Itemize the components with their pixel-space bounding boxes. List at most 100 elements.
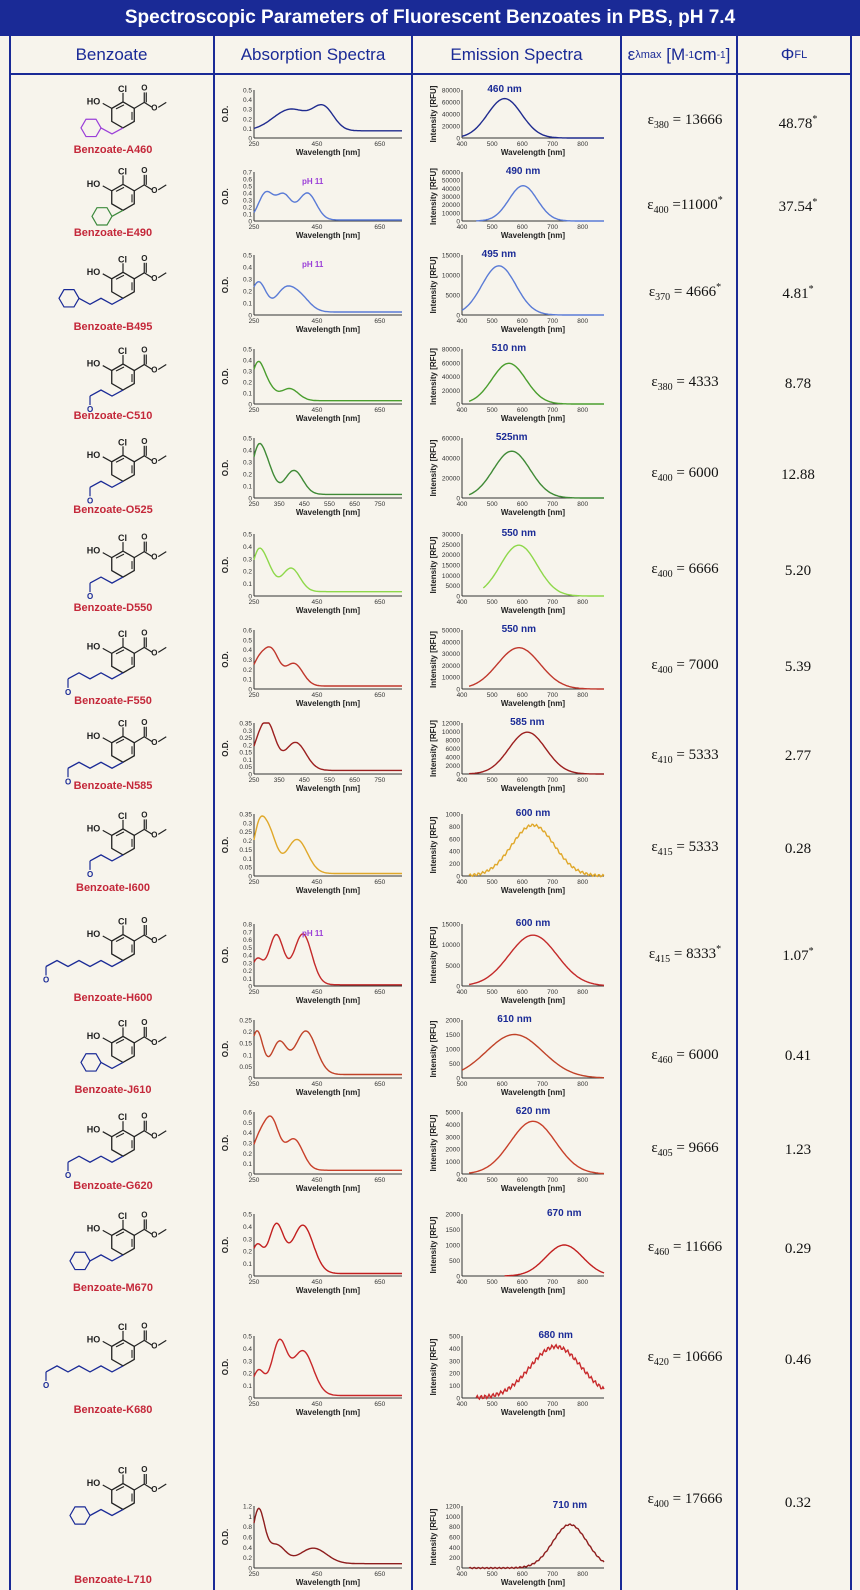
molar-absorptivity: ε415 = 8333* xyxy=(632,944,738,965)
x-tick-label: 700 xyxy=(547,224,558,231)
double-bond xyxy=(115,937,125,942)
footnote-marker: * xyxy=(808,946,814,958)
y-tick-label: 15000 xyxy=(442,563,460,570)
x-tick-label: 250 xyxy=(249,1279,260,1286)
x-tick-label: 650 xyxy=(374,1571,385,1578)
emission-curve xyxy=(468,450,604,499)
grid-line xyxy=(850,36,852,1590)
methyl-bond xyxy=(157,828,167,835)
x-axis-title: Wavelength [nm] xyxy=(296,231,360,240)
y-tick-label: 0 xyxy=(456,687,460,694)
x-tick-label: 600 xyxy=(517,501,528,508)
side-chain xyxy=(89,576,124,584)
quantum-yield-value: 37.54 xyxy=(778,198,813,215)
bond xyxy=(102,1229,113,1236)
compound-name: Benzoate-B495 xyxy=(73,321,153,333)
y-tick-label: 0.7 xyxy=(243,929,252,936)
quantum-yield: 5.20 xyxy=(748,563,848,580)
oxygen-label: O xyxy=(151,936,157,945)
emission-max-label: 670 nm xyxy=(547,1208,582,1219)
oxygen-label: O xyxy=(151,186,157,195)
absorption-curve xyxy=(253,1507,402,1565)
x-tick-label: 600 xyxy=(497,1081,508,1088)
table-row: Cl HO O O O Benzoate-H600 0.8 0.7 0.6 0.5 0.4 0.3 0.… xyxy=(0,898,860,1008)
header-epsilon-cm: cm xyxy=(694,45,717,64)
x-tick-label: 500 xyxy=(487,318,498,325)
y-tick-label: 0.1 xyxy=(243,976,252,983)
y-tick-label: 0.1 xyxy=(243,212,252,219)
oxygen-label: O xyxy=(151,366,157,375)
footnote-marker: * xyxy=(716,282,722,294)
epsilon-symbol: ε xyxy=(651,1046,658,1063)
double-bond xyxy=(115,831,125,837)
y-tick-label: 10000 xyxy=(442,675,460,682)
y-tick-label: 80000 xyxy=(442,88,460,95)
x-tick-label: 250 xyxy=(249,777,260,784)
x-tick-label: 250 xyxy=(249,989,260,996)
y-tick-label: 4000 xyxy=(446,755,461,762)
compound-name: Benzoate-C510 xyxy=(73,410,153,422)
table-row: Cl HO O O Benzoate-L710 1.2 1 0.8 0.6 0.4 0.2 0 250 4… xyxy=(0,1420,860,1590)
y-tick-label: 0.1 xyxy=(243,757,252,764)
x-tick-label: 600 xyxy=(517,1571,528,1578)
x-axis-title: Wavelength [nm] xyxy=(296,1578,360,1587)
oxygen-label: O xyxy=(141,1321,147,1330)
double-bond xyxy=(115,738,125,744)
y-tick-label: 1200 xyxy=(446,1504,461,1511)
epsilon-symbol: ε xyxy=(648,946,656,963)
methyl-bond xyxy=(157,1228,167,1235)
bond xyxy=(102,647,113,654)
x-tick-label: 650 xyxy=(374,599,385,606)
table-row: Cl HO O O Benzoate-M670 0.5 0.4 0.3 0.2 0.1 0 250 45… xyxy=(0,1196,860,1298)
double-bond xyxy=(115,1132,125,1138)
quantum-yield: 4.81* xyxy=(748,284,848,303)
quantum-yield-value: 0.46 xyxy=(784,1351,812,1368)
y-tick-label: 10000 xyxy=(442,573,460,580)
y-tick-label: 0.3 xyxy=(243,198,252,205)
side-chain xyxy=(45,959,124,968)
terminal-oxygen: O xyxy=(43,1381,49,1390)
y-tick-label: 0 xyxy=(456,874,460,881)
header-epsilon-sub: λmax xyxy=(635,49,662,61)
x-tick-label: 800 xyxy=(577,141,588,148)
x-tick-label: 650 xyxy=(374,692,385,699)
table-title: Spectroscopic Parameters of Fluorescent … xyxy=(0,0,860,36)
x-tick-label: 700 xyxy=(547,989,558,996)
x-tick-label: 800 xyxy=(577,1571,588,1578)
epsilon-symbol: ε xyxy=(651,374,658,391)
x-tick-label: 500 xyxy=(457,1081,468,1088)
y-tick-label: 400 xyxy=(449,849,460,856)
y-tick-label: 0.2 xyxy=(243,569,252,576)
quantum-yield-value: 0.29 xyxy=(784,1240,812,1257)
emission-max-label: 525nm xyxy=(496,432,528,443)
y-axis-title: Intensity [RFU] xyxy=(429,536,438,593)
y-tick-label: 0.5 xyxy=(243,436,252,443)
bond xyxy=(133,646,145,654)
x-axis-title: Wavelength [nm] xyxy=(501,886,565,895)
molar-absorptivity: ε405 = 9666 xyxy=(632,1140,738,1159)
x-tick-label: 250 xyxy=(249,501,260,508)
epsilon-wavelength: 405 xyxy=(657,1148,673,1160)
y-tick-label: 0.3 xyxy=(243,1358,252,1365)
x-tick-label: 450 xyxy=(311,989,322,996)
x-tick-label: 700 xyxy=(547,1401,558,1408)
y-tick-label: 1500 xyxy=(446,1227,461,1234)
quantum-yield: 0.41 xyxy=(748,1048,848,1065)
x-axis-title: Wavelength [nm] xyxy=(296,508,360,517)
oxygen-label: O xyxy=(151,1230,157,1239)
y-tick-label: 0.3 xyxy=(243,107,252,114)
x-tick-label: 550 xyxy=(324,501,335,508)
x-tick-label: 600 xyxy=(517,141,528,148)
x-tick-label: 650 xyxy=(374,1177,385,1184)
y-tick-label: 2000 xyxy=(446,1212,461,1219)
y-tick-label: 100 xyxy=(449,1383,460,1390)
epsilon-symbol: ε xyxy=(651,465,658,482)
bond xyxy=(133,364,145,372)
header-epsilon-exp1: -1 xyxy=(685,49,695,61)
quantum-yield: 12.88 xyxy=(748,467,848,484)
compound-name: Benzoate-A460 xyxy=(73,144,153,156)
y-tick-label: 0.2 xyxy=(243,667,252,674)
molecule-structure: Cl HO O O xyxy=(80,1018,167,1072)
